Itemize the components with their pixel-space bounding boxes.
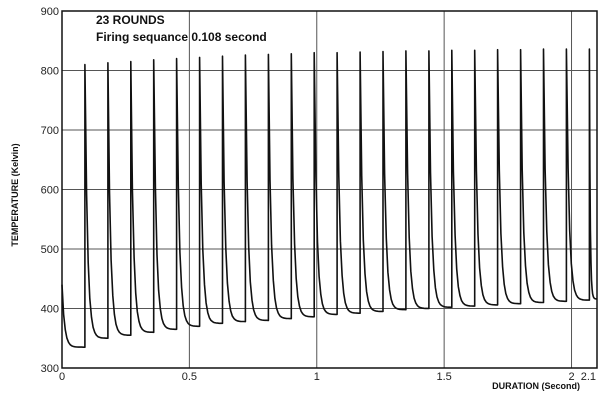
x-tick-label-5: 2.1 bbox=[581, 371, 596, 383]
y-tick-label-2: 500 bbox=[41, 244, 59, 256]
y-tick-label-3: 600 bbox=[41, 185, 59, 197]
x-tick-label-2: 1 bbox=[314, 371, 320, 383]
x-tick-label-4: 2 bbox=[568, 371, 574, 383]
y-tick-label-1: 400 bbox=[41, 304, 59, 316]
y-axis-title: TEMPERATURE (Kelvin) bbox=[10, 143, 20, 246]
x-tick-label-3: 1.5 bbox=[436, 371, 451, 383]
tick-labels: 300 400 500 600 700 800 900 0 0.5 1 1.5 2 2.1 bbox=[41, 6, 596, 383]
y-tick-label-4: 700 bbox=[41, 125, 59, 137]
y-tick-label-5: 800 bbox=[41, 66, 59, 78]
x-axis-title: DURATION (Second) bbox=[492, 381, 580, 391]
y-tick-label-0: 300 bbox=[41, 363, 59, 375]
x-tick-label-0: 0 bbox=[59, 371, 65, 383]
x-tick-label-1: 0.5 bbox=[182, 371, 197, 383]
y-tick-label-6: 900 bbox=[41, 6, 59, 18]
series-line-temperature bbox=[61, 48, 598, 348]
annotation-rounds: 23 ROUNDS bbox=[96, 13, 165, 27]
annotation-firing-sequence: Firing sequance 0.108 second bbox=[96, 30, 267, 44]
plot-frame bbox=[61, 10, 598, 369]
